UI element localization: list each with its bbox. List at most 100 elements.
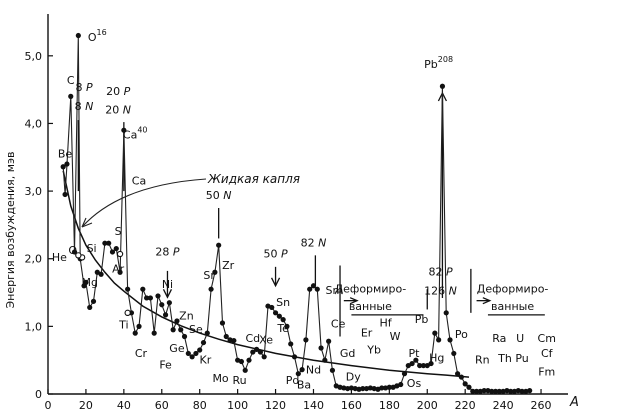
axes [47, 14, 568, 395]
x-tick-label: 20 [79, 399, 93, 412]
data-point [106, 240, 112, 246]
data-point [250, 349, 256, 355]
element-label: Pt [409, 347, 421, 360]
element-label: Dy [346, 370, 361, 383]
annotation: ванные [349, 300, 392, 313]
element-label: Ni [162, 278, 173, 291]
data-point [140, 286, 146, 292]
annotation: 126 N [424, 285, 457, 298]
data-point [75, 32, 81, 39]
annotation: 82 N [301, 237, 327, 250]
element-label: Fm [538, 366, 555, 379]
element-label: Pu [515, 352, 528, 365]
data-point [269, 304, 275, 311]
data-point [295, 371, 301, 377]
data-point [125, 286, 131, 292]
data-point-open [124, 309, 131, 316]
data-points [60, 32, 533, 394]
y-tick-label: 4,0 [25, 117, 43, 130]
data-point [455, 371, 461, 377]
data-point [174, 318, 180, 324]
element-label: Cf [541, 347, 554, 360]
data-point [159, 302, 165, 308]
x-tick-label: 120 [265, 399, 286, 412]
data-point [307, 286, 313, 292]
data-point [162, 312, 169, 318]
x-tick-label: 80 [193, 399, 207, 412]
data-point [219, 320, 226, 326]
data-point [181, 333, 188, 340]
data-point [261, 354, 267, 360]
liquid-drop-curve [62, 170, 470, 378]
data-point [310, 283, 317, 289]
annotation: 20 P [106, 85, 131, 98]
data-point [303, 337, 309, 343]
data-point [253, 346, 260, 352]
data-point [60, 164, 66, 170]
element-label: He [52, 251, 67, 264]
element-label: Sm [325, 284, 343, 297]
data-point [519, 388, 525, 394]
data-point [64, 161, 70, 167]
data-point [246, 357, 252, 363]
data-point [193, 350, 199, 357]
x-tick-label: 140 [303, 399, 324, 412]
element-label: Kr [200, 354, 212, 367]
element-label: Zr [222, 259, 235, 272]
data-point [144, 295, 150, 301]
data-point [314, 286, 320, 292]
data-point [466, 384, 472, 390]
annotation: 50 N [206, 189, 232, 202]
data-point [489, 388, 495, 394]
data-point [87, 304, 93, 311]
data-point [238, 358, 245, 365]
element-label: Rn [475, 354, 490, 367]
element-label: Cd [245, 332, 260, 345]
element-label: Ce [331, 318, 346, 331]
ticks: 0 20 40 60 80 100 120 140 160 180 200 220 240 260 0 1,0… [25, 50, 552, 412]
data-point [197, 347, 203, 353]
element-label: Se [189, 323, 203, 336]
element-label: Xe [259, 333, 273, 346]
marker-50p-head [270, 277, 281, 288]
element-label: Ti [118, 318, 128, 331]
x-tick-label: 100 [227, 399, 248, 412]
data-point [132, 330, 138, 336]
data-point [170, 327, 176, 333]
data-point [71, 249, 78, 255]
data-point [257, 349, 263, 355]
annotation: 50 P [263, 247, 288, 260]
y-tick-label: 5,0 [25, 50, 43, 63]
element-label: Gd [340, 347, 356, 360]
x-tick-label: 40 [117, 399, 131, 412]
data-point [458, 374, 464, 380]
data-point [288, 341, 294, 347]
element-label: Ru [232, 374, 246, 387]
data-point [102, 240, 108, 246]
annotation: O16 [88, 28, 107, 44]
data-point [470, 388, 476, 394]
liquid-drop-curve-layer [62, 170, 470, 378]
annotation: 82 P [428, 266, 453, 279]
x-tick-label: 200 [417, 399, 438, 412]
x-tick-label: 180 [379, 399, 400, 412]
data-point [417, 362, 423, 369]
x-tick-label: 260 [531, 399, 552, 412]
x-axis-label: A [569, 395, 579, 410]
element-label: Mg [81, 276, 97, 289]
element-label: Ba [297, 379, 311, 392]
data-point-open [75, 252, 82, 259]
data-point [83, 279, 89, 285]
x-tick-label: 240 [493, 399, 514, 412]
element-label: Ar [112, 262, 125, 275]
data-point [155, 293, 161, 299]
data-point [379, 385, 385, 391]
data-point [231, 337, 237, 344]
element-label: U [516, 332, 524, 345]
data-point [439, 83, 446, 89]
annotation: Pb208 [424, 55, 453, 71]
data-point [322, 357, 328, 363]
data-point [68, 93, 74, 99]
data-point [178, 327, 184, 333]
